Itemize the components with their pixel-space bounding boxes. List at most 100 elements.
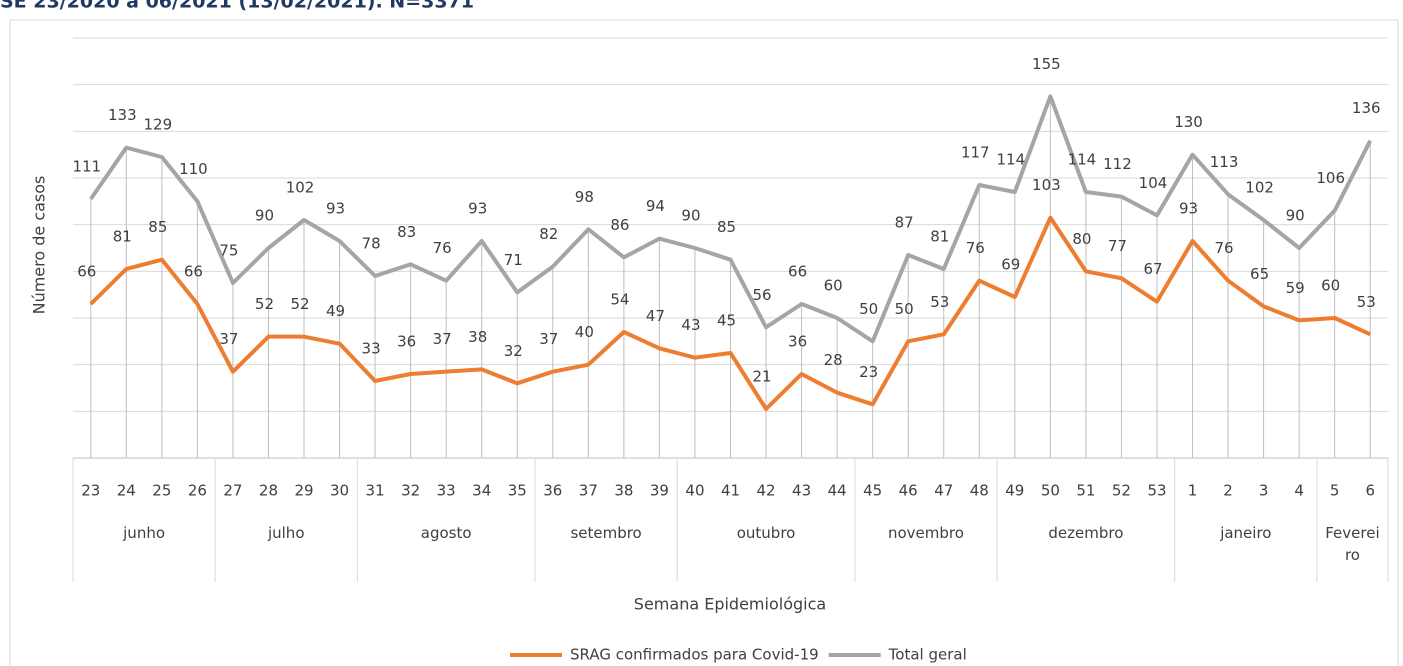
x-tick-label: 24: [117, 482, 136, 500]
y-axis-title: Número de casos: [30, 176, 49, 315]
x-tick-label: 39: [650, 482, 669, 500]
x-tick-label: 46: [899, 482, 918, 500]
data-label: 37: [219, 330, 238, 348]
x-tick-label: 48: [970, 482, 989, 500]
data-label: 87: [895, 214, 914, 232]
x-tick-label: 1: [1188, 482, 1198, 500]
data-label: 110: [179, 160, 208, 178]
group-label-box: junho: [123, 524, 166, 542]
legend-label: SRAG confirmados para Covid-19: [570, 646, 819, 664]
group-label: outubro: [736, 524, 796, 542]
data-label: 103: [1032, 176, 1061, 194]
data-label: 112: [1103, 155, 1132, 173]
data-label: 21: [752, 368, 771, 386]
data-label: 90: [681, 207, 700, 225]
x-tick-label: 6: [1365, 482, 1375, 500]
x-tick-label: 49: [1005, 482, 1024, 500]
group-label: janeiro: [1220, 524, 1272, 542]
x-tick-label: 28: [259, 482, 278, 500]
x-tick-label: 44: [828, 482, 847, 500]
group-label-box: dezembro: [1048, 524, 1123, 542]
group-label-box: Fevereiro: [1325, 524, 1380, 564]
group-label-box: outubro: [736, 524, 796, 542]
data-label: 53: [1357, 293, 1376, 311]
data-label: 77: [1108, 237, 1127, 255]
data-label: 65: [1250, 265, 1269, 283]
group-label: agosto: [420, 524, 472, 542]
x-tick-label: 31: [366, 482, 385, 500]
group-label-box: janeiro: [1220, 524, 1272, 542]
data-label: 98: [575, 188, 594, 206]
data-label: 71: [504, 251, 523, 269]
group-label: junho: [123, 524, 166, 542]
data-label: 52: [290, 295, 309, 313]
x-tick-label: 30: [330, 482, 349, 500]
data-label: 66: [788, 263, 807, 281]
data-label: 81: [930, 228, 949, 246]
x-tick-label: 33: [437, 482, 456, 500]
data-label: 93: [326, 200, 345, 218]
data-label: 56: [752, 286, 771, 304]
data-label: 80: [1072, 230, 1091, 248]
data-label: 78: [362, 235, 381, 253]
x-tick-label: 23: [81, 482, 100, 500]
data-label: 114: [1068, 151, 1097, 169]
x-tick-label: 51: [1076, 482, 1095, 500]
x-tick-label: 26: [188, 482, 207, 500]
data-label: 76: [433, 239, 452, 257]
group-label: Fevereiro: [1325, 524, 1380, 564]
data-label: 66: [77, 263, 96, 281]
data-label: 52: [255, 295, 274, 313]
data-label: 130: [1174, 113, 1203, 131]
data-label: 45: [717, 312, 736, 330]
data-label: 111: [72, 158, 101, 176]
data-label: 49: [326, 302, 345, 320]
data-label: 43: [681, 316, 700, 334]
data-label: 102: [286, 179, 315, 197]
data-label: 85: [717, 218, 736, 236]
x-tick-label: 4: [1294, 482, 1304, 500]
data-label: 155: [1032, 55, 1061, 73]
data-label: 93: [468, 200, 487, 218]
data-label: 117: [961, 144, 990, 162]
data-label: 82: [539, 225, 558, 243]
x-tick-label: 43: [792, 482, 811, 500]
data-label: 38: [468, 328, 487, 346]
data-label: 133: [108, 106, 137, 124]
data-label: 47: [646, 307, 665, 325]
x-tick-label: 3: [1259, 482, 1269, 500]
data-label: 37: [433, 330, 452, 348]
data-label: 40: [575, 323, 594, 341]
data-label: 76: [966, 239, 985, 257]
x-tick-label: 38: [614, 482, 633, 500]
data-label: 75: [219, 242, 238, 260]
data-label: 69: [1001, 256, 1020, 274]
data-label: 67: [1143, 260, 1162, 278]
x-tick-label: 47: [934, 482, 953, 500]
chart-border: [9, 19, 1399, 666]
x-tick-label: 41: [721, 482, 740, 500]
x-tick-label: 40: [685, 482, 704, 500]
data-label: 23: [859, 363, 878, 381]
data-label: 102: [1245, 179, 1274, 197]
x-tick-label: 32: [401, 482, 420, 500]
x-tick-label: 29: [294, 482, 313, 500]
data-label: 106: [1316, 169, 1345, 187]
data-label: 28: [824, 351, 843, 369]
data-label: 90: [1286, 207, 1305, 225]
x-tick-label: 42: [756, 482, 775, 500]
data-label: 85: [148, 218, 167, 236]
data-label: 53: [930, 293, 949, 311]
x-tick-label: 34: [472, 482, 491, 500]
x-tick-label: 35: [508, 482, 527, 500]
x-tick-label: 53: [1147, 482, 1166, 500]
x-tick-label: 37: [579, 482, 598, 500]
x-tick-label: 2: [1223, 482, 1233, 500]
x-tick-label: 25: [152, 482, 171, 500]
data-label: 114: [997, 151, 1026, 169]
data-label: 32: [504, 342, 523, 360]
data-label: 50: [859, 300, 878, 318]
group-label: novembro: [888, 524, 964, 542]
group-label-box: julho: [268, 524, 305, 542]
